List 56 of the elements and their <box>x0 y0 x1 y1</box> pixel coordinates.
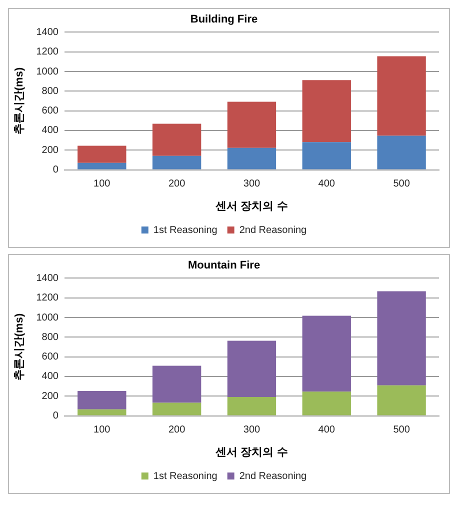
y-tick-label: 1000 <box>36 66 59 78</box>
y-tick-label: 1000 <box>36 312 59 324</box>
y-tick-label: 600 <box>42 352 59 363</box>
legend-label: 2nd Reasoning <box>239 470 307 482</box>
legend-label: 1st Reasoning <box>153 224 218 236</box>
x-axis-title: 센서 장치의 수 <box>216 200 288 212</box>
bar <box>78 162 126 170</box>
x-tick-label: 500 <box>393 424 410 436</box>
y-tick-label: 800 <box>42 86 59 97</box>
y-tick-label: 600 <box>42 106 59 117</box>
y-tick-label: 400 <box>42 371 59 382</box>
x-tick-label: 200 <box>168 424 186 436</box>
bar <box>302 80 351 142</box>
legend-label: 2nd Reasoning <box>239 224 307 236</box>
bar <box>152 156 202 170</box>
bar <box>227 148 276 170</box>
chart-title: Building Fire <box>190 14 258 26</box>
x-tick-label: 100 <box>94 424 111 436</box>
bar <box>227 102 276 148</box>
x-axis-title: 센서 장치의 수 <box>216 446 288 458</box>
y-tick-label: 1400 <box>36 26 59 38</box>
bar <box>227 397 276 416</box>
x-tick-label: 200 <box>168 178 186 190</box>
bar <box>377 291 426 386</box>
bar <box>377 56 426 136</box>
y-tick-label: 0 <box>52 410 59 422</box>
bar <box>377 385 426 416</box>
y-tick-label: 800 <box>42 332 59 343</box>
bar <box>152 366 202 403</box>
bar <box>78 391 126 410</box>
x-tick-label: 100 <box>94 178 111 190</box>
y-tick-label: 200 <box>42 390 59 402</box>
bar <box>227 340 276 398</box>
legend-label: 1st Reasoning <box>153 470 218 482</box>
x-tick-label: 300 <box>243 424 260 436</box>
x-tick-label: 400 <box>318 178 336 190</box>
bar <box>302 142 351 170</box>
y-axis-title: 추론시간(ms) <box>14 313 26 381</box>
bar <box>78 409 126 416</box>
bar <box>78 146 126 163</box>
y-tick-label: 200 <box>42 144 59 156</box>
y-tick-label: 1200 <box>36 46 59 58</box>
y-axis-title: 추론시간(ms) <box>14 67 26 135</box>
x-tick-label: 500 <box>393 178 410 190</box>
y-tick-label: 1200 <box>36 292 59 304</box>
y-tick-label: 400 <box>42 125 59 136</box>
y-tick-label: 0 <box>52 164 59 176</box>
bar <box>152 402 202 416</box>
chart-title: Mountain Fire <box>188 260 260 272</box>
x-tick-label: 300 <box>243 178 260 190</box>
y-tick-label: 1400 <box>36 272 59 284</box>
bar <box>377 136 426 170</box>
bar <box>302 316 351 392</box>
bar <box>302 392 351 416</box>
x-tick-label: 400 <box>318 424 336 436</box>
bar <box>152 124 202 156</box>
